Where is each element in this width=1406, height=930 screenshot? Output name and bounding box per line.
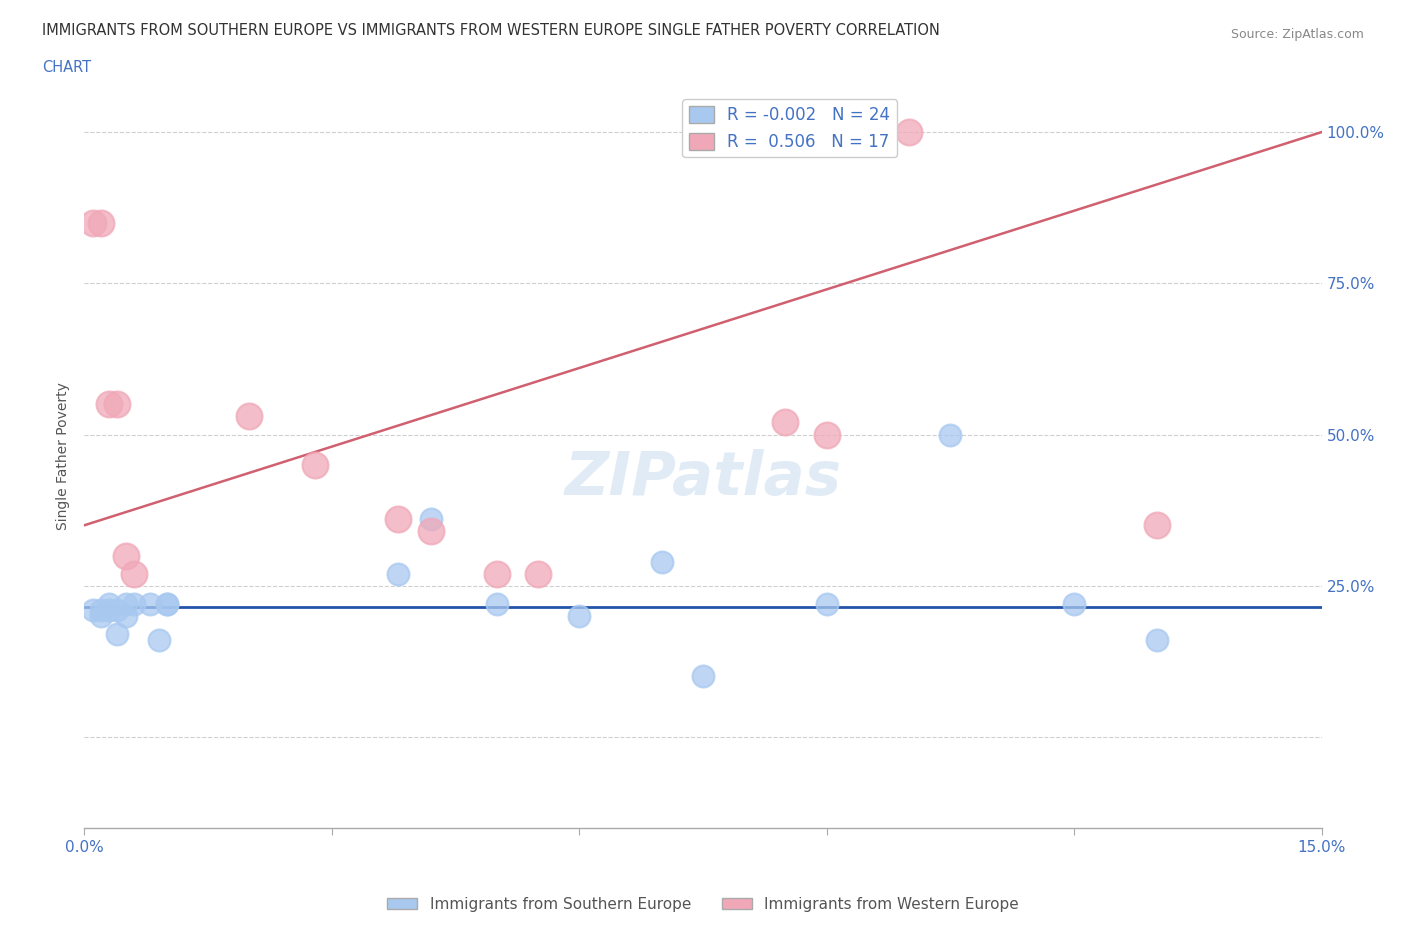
Text: ZIPatlas: ZIPatlas (564, 448, 842, 508)
Legend: Immigrants from Southern Europe, Immigrants from Western Europe: Immigrants from Southern Europe, Immigra… (381, 891, 1025, 918)
Point (156, 596, 179, 611)
Point (856, 125, 879, 140)
Point (114, 548, 136, 563)
Point (939, 427, 962, 442)
Point (651, 554, 673, 569)
Point (568, 608, 591, 623)
Point (105, 627, 128, 642)
Point (90, 608, 112, 623)
Point (304, 458, 326, 472)
Point (238, 409, 260, 424)
Point (485, 566, 508, 581)
Point (105, 397, 128, 412)
Point (82, 603, 104, 618)
Point (98, 603, 121, 618)
Point (82, 216, 104, 231)
Point (98, 596, 121, 611)
Point (114, 608, 136, 623)
Legend: R = -0.002   N = 24, R =  0.506   N = 17: R = -0.002 N = 24, R = 0.506 N = 17 (682, 100, 897, 157)
Point (775, 415, 797, 430)
Point (419, 524, 441, 538)
Point (148, 632, 170, 647)
Point (527, 566, 550, 581)
Point (692, 669, 714, 684)
Point (122, 566, 145, 581)
Point (90, 216, 112, 231)
Point (122, 596, 145, 611)
Point (1146, 632, 1168, 647)
Text: Source: ZipAtlas.com: Source: ZipAtlas.com (1230, 28, 1364, 41)
Point (898, 125, 921, 140)
Y-axis label: Single Father Poverty: Single Father Poverty (56, 381, 70, 530)
Point (419, 512, 441, 526)
Point (815, 427, 838, 442)
Point (139, 596, 162, 611)
Point (98, 397, 121, 412)
Point (114, 596, 136, 611)
Point (387, 512, 409, 526)
Point (105, 603, 128, 618)
Point (1146, 518, 1168, 533)
Point (387, 566, 409, 581)
Point (156, 596, 179, 611)
Text: IMMIGRANTS FROM SOUTHERN EUROPE VS IMMIGRANTS FROM WESTERN EUROPE SINGLE FATHER : IMMIGRANTS FROM SOUTHERN EUROPE VS IMMIG… (42, 23, 941, 38)
Point (90, 603, 112, 618)
Point (815, 596, 838, 611)
Point (1063, 596, 1085, 611)
Point (485, 596, 508, 611)
Text: CHART: CHART (42, 60, 91, 75)
